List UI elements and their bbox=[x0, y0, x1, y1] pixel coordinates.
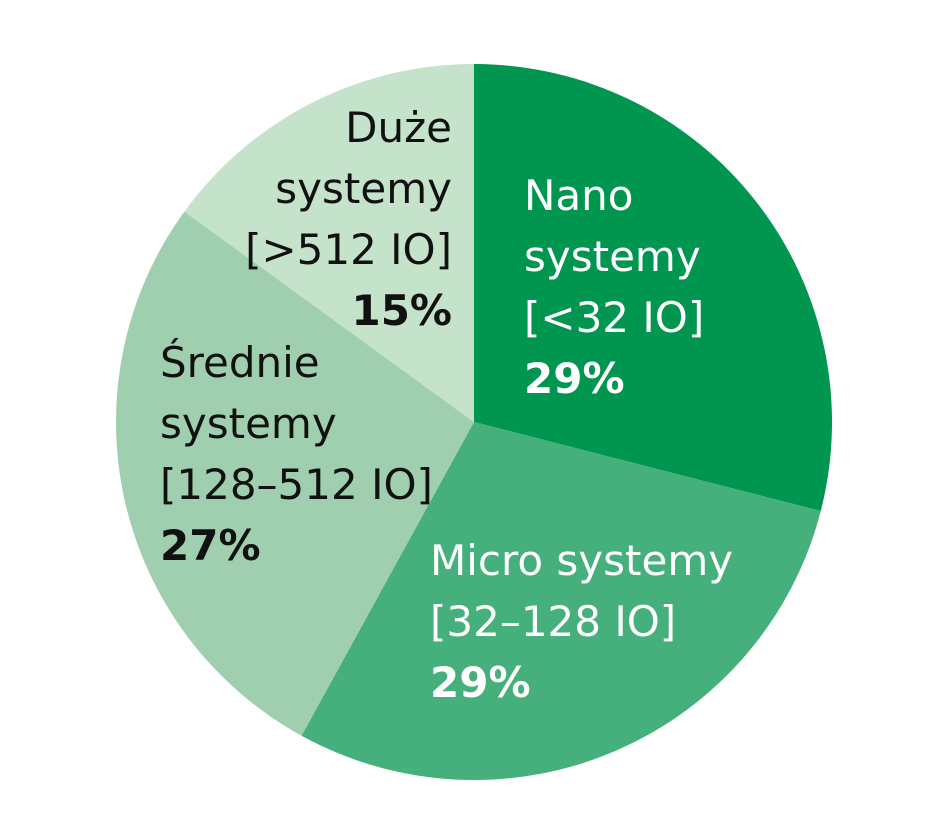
slice-label-line: [<32 IO] bbox=[524, 293, 704, 342]
slice-label-line: Micro systemy bbox=[430, 536, 733, 585]
slice-label-line: Duże bbox=[345, 103, 452, 152]
pie-slice-1 bbox=[474, 64, 832, 512]
slice-label-line: Nano bbox=[524, 171, 633, 220]
slice-label-line: [>512 IO] bbox=[245, 225, 452, 274]
slice-label-4: Duże systemy [>512 IO] 15% bbox=[245, 103, 452, 335]
slice-label-line: [128–512 IO] bbox=[160, 460, 433, 509]
pie-labels: Nano systemy [<32 IO] 29% Micro systemy [32–1… bbox=[160, 103, 733, 707]
pie-slice-2 bbox=[301, 422, 821, 780]
pie-slice-3 bbox=[115, 211, 474, 736]
slice-percent-label: 27% bbox=[160, 521, 261, 570]
slice-percent-label: 29% bbox=[430, 658, 531, 707]
slice-label-line: systemy bbox=[160, 399, 337, 448]
pie-slices bbox=[115, 64, 832, 780]
slice-label-3: Średnie systemy [128–512 IO] 27% bbox=[160, 337, 433, 570]
slice-label-line: systemy bbox=[275, 164, 452, 213]
slice-percent-label: 15% bbox=[351, 286, 452, 335]
slice-percent-label: 29% bbox=[524, 354, 625, 403]
pie-slice-4 bbox=[184, 64, 474, 422]
slice-label-1: Nano systemy [<32 IO] 29% bbox=[524, 171, 704, 403]
slice-label-line: systemy bbox=[524, 232, 701, 281]
slice-label-line: Średnie bbox=[160, 337, 320, 387]
slice-label-2: Micro systemy [32–128 IO] 29% bbox=[430, 536, 733, 707]
slice-label-line: [32–128 IO] bbox=[430, 597, 676, 646]
